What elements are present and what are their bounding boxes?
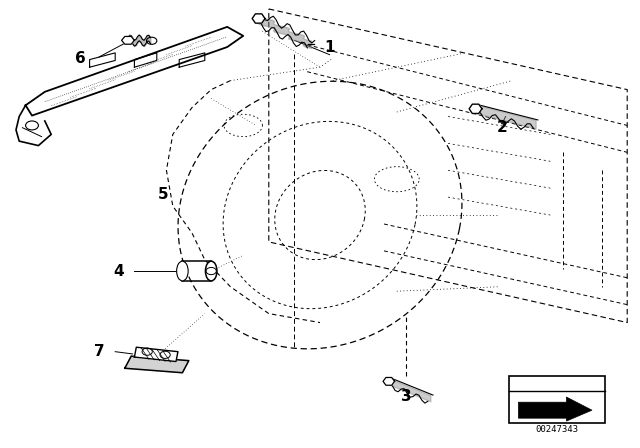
Polygon shape — [383, 378, 395, 385]
Polygon shape — [125, 356, 189, 373]
Polygon shape — [134, 347, 178, 362]
Polygon shape — [252, 14, 265, 23]
Text: 00247343: 00247343 — [535, 425, 579, 434]
Text: 2: 2 — [497, 120, 508, 135]
Text: 5: 5 — [158, 187, 168, 202]
Text: 1: 1 — [324, 39, 335, 55]
Text: 6: 6 — [75, 51, 85, 66]
Polygon shape — [469, 104, 482, 113]
Text: 7: 7 — [94, 344, 104, 359]
Text: 4: 4 — [113, 263, 124, 279]
Ellipse shape — [205, 261, 217, 281]
Ellipse shape — [177, 261, 188, 281]
Polygon shape — [518, 397, 592, 421]
Polygon shape — [122, 36, 134, 44]
Polygon shape — [26, 27, 243, 116]
Bar — [509, 376, 605, 423]
Polygon shape — [16, 105, 51, 146]
Text: 3: 3 — [401, 389, 412, 404]
